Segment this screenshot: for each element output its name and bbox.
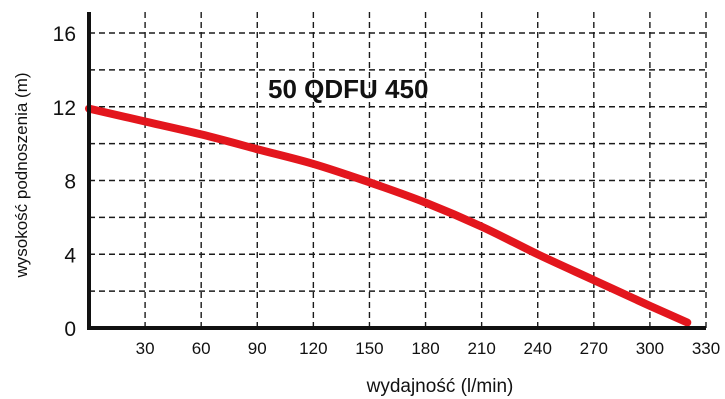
grid	[89, 12, 707, 328]
series-line	[85, 104, 692, 327]
x-tick-label: 90	[248, 339, 267, 358]
x-tick-label: 120	[299, 339, 327, 358]
y-tick-label: 8	[64, 171, 76, 194]
x-tick-label: 60	[192, 339, 211, 358]
x-tick-label: 210	[467, 339, 495, 358]
y-tick-label: 12	[53, 97, 76, 120]
x-tick-labels: 30 60 90 120 150 180 210 240 270 300 330	[136, 339, 721, 358]
x-axis-title: wydajność (l/min)	[366, 376, 514, 397]
y-tick-label: 16	[53, 23, 76, 46]
y-tick-label: 4	[64, 244, 76, 267]
x-tick-label: 330	[692, 339, 720, 358]
series-group	[85, 104, 692, 327]
y-tick-label: 0	[64, 318, 76, 341]
y-axis-title: wysokość podnoszenia (m)	[12, 72, 31, 278]
chart-title: 50 QDFU 450	[268, 74, 428, 104]
x-tick-label: 240	[524, 339, 552, 358]
y-tick-labels: 0 4 8 12 16	[53, 23, 77, 341]
x-tick-label: 150	[355, 339, 383, 358]
x-tick-label: 300	[636, 339, 664, 358]
x-tick-label: 30	[136, 339, 155, 358]
x-tick-label: 270	[580, 339, 608, 358]
x-tick-label: 180	[411, 339, 439, 358]
